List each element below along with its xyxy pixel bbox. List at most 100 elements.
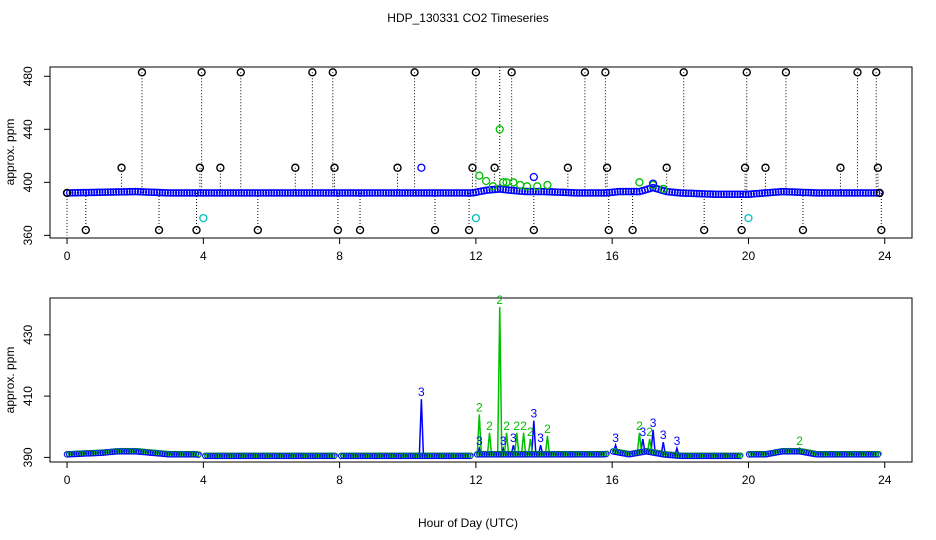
data-point-blue: [349, 189, 358, 197]
data-point-black: [137, 68, 147, 77]
data-point-blue: [540, 187, 548, 196]
data-point-blue: [403, 189, 412, 197]
data-point-blue: [859, 189, 867, 197]
data-point-blue: [327, 189, 336, 197]
data-point-black: [798, 225, 808, 235]
data-point-blue: [725, 190, 734, 199]
data-point-blue: [496, 185, 505, 193]
data-point-blue: [185, 189, 194, 197]
data-point-blue: [548, 188, 557, 196]
data-point-blue: [488, 185, 497, 194]
data-point-blue: [714, 190, 723, 199]
data-point-blue: [562, 188, 570, 197]
data-point-blue: [581, 189, 589, 197]
data-point-blue: [256, 189, 265, 197]
data-point-blue: [76, 188, 85, 197]
data-point-cyan: [471, 213, 481, 223]
data-point-blue: [823, 189, 832, 197]
spike-label-blue: 3: [650, 416, 657, 430]
data-point-blue: [466, 189, 475, 197]
data-point-blue: [95, 188, 104, 197]
data-point-blue: [254, 189, 262, 197]
data-point-blue: [87, 188, 96, 197]
data-point-blue: [673, 188, 682, 197]
data-point-blue: [453, 189, 461, 197]
data-point-blue: [575, 189, 584, 197]
data-point-blue: [567, 188, 576, 197]
data-point-blue: [790, 188, 799, 196]
spike-line-green: [636, 432, 643, 453]
bottom-axes: 0 4 8 12 16 20 24 390 410 430: [21, 324, 892, 487]
data-point-black: [737, 225, 746, 235]
data-point-blue: [870, 189, 878, 197]
data-point-blue: [278, 189, 287, 197]
data-point-blue: [447, 189, 456, 197]
data-point-blue: [616, 187, 625, 196]
data-point-blue: [139, 188, 148, 196]
x-tick-label-top: 24: [878, 249, 892, 263]
y-tick-label-top: 440: [21, 119, 35, 139]
data-point-blue: [324, 189, 333, 197]
data-point-blue: [820, 189, 829, 197]
top-spike-lines: [66, 67, 882, 236]
data-point-cyan: [199, 213, 208, 223]
data-point-blue: [758, 189, 766, 197]
data-point-blue: [442, 189, 450, 197]
data-point-blue: [319, 189, 328, 197]
data-point-blue: [804, 188, 813, 197]
data-point-blue: [390, 189, 398, 197]
data-point-blue: [668, 188, 676, 196]
spike-label-green: 2: [527, 425, 534, 439]
data-point-black: [330, 163, 339, 172]
data-point-blue: [840, 189, 848, 197]
data-point-blue: [853, 189, 862, 197]
data-point-blue: [605, 188, 614, 197]
data-point-blue: [589, 189, 597, 197]
x-tick-label-top: 0: [64, 249, 71, 263]
spike-label-green: 2: [486, 419, 493, 433]
x-tick-label-top: 20: [742, 249, 756, 263]
spike-line-green: [513, 432, 520, 455]
data-point-blue: [600, 189, 608, 197]
data-point-blue: [774, 188, 783, 196]
data-point-blue: [553, 188, 562, 196]
data-point-blue: [611, 188, 619, 196]
data-point-blue: [788, 188, 796, 196]
data-point-blue: [74, 188, 82, 197]
data-point-blue: [164, 189, 172, 197]
data-point-blue: [417, 189, 426, 197]
data-point-blue: [322, 189, 330, 197]
data-point-black: [216, 163, 225, 172]
x-tick-label-bottom: 20: [742, 473, 756, 487]
data-point-blue: [384, 189, 393, 197]
data-point-blue: [632, 187, 641, 196]
data-point-blue: [346, 189, 355, 197]
data-point-blue-high: [648, 179, 658, 188]
data-point-blue: [747, 190, 755, 198]
spike-line-green: [496, 307, 503, 455]
data-point-black: [393, 163, 402, 172]
data-point-blue: [810, 189, 818, 197]
data-point-green: [659, 184, 668, 194]
data-point-blue: [115, 188, 123, 196]
y-axis-label-top: approx. ppm: [3, 119, 17, 186]
data-point-blue: [627, 187, 636, 196]
data-point-blue: [766, 188, 775, 197]
data-point-black: [853, 68, 862, 77]
spike-label-green: 2: [636, 419, 643, 433]
data-point-black: [601, 68, 610, 77]
x-tick-label-bottom: 12: [469, 473, 483, 487]
spike-line-green: [520, 432, 527, 455]
plot-frame-top: [49, 66, 913, 239]
data-point-blue: [85, 188, 93, 197]
data-point-blue: [169, 189, 178, 197]
data-point-blue: [409, 189, 417, 197]
data-point-black: [873, 163, 883, 172]
y-axis-label-bottom: approx. ppm: [3, 347, 17, 414]
data-point-blue: [131, 187, 139, 196]
spike-label-green: 2: [476, 400, 483, 414]
data-point-blue: [619, 187, 627, 196]
spike-line-green: [527, 438, 534, 455]
